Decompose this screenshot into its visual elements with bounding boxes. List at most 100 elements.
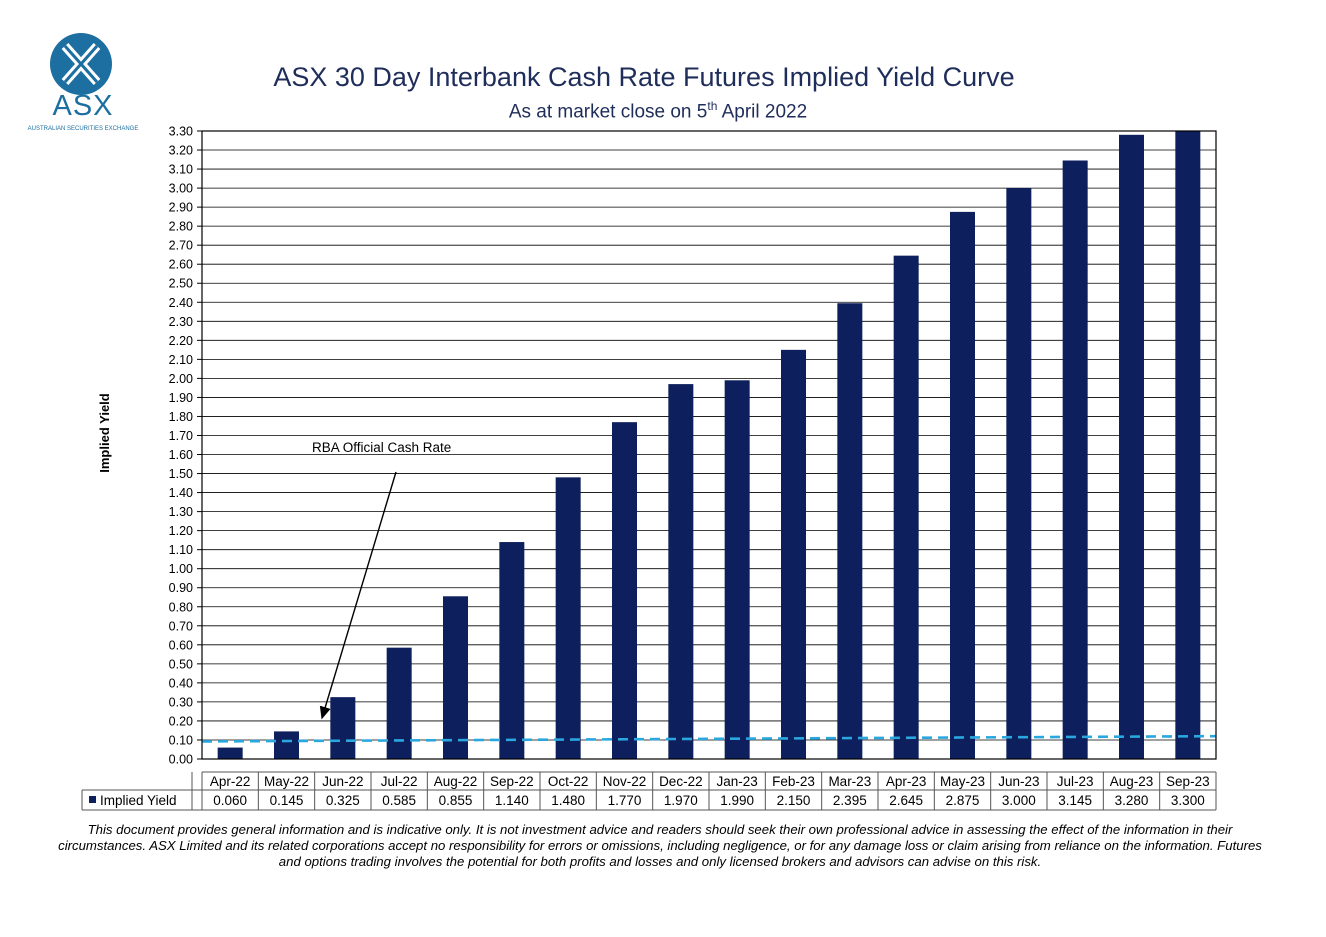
data-label: 2.150 — [777, 793, 811, 808]
y-tick-label: 0.70 — [169, 619, 193, 633]
y-tick-label: 1.60 — [169, 448, 193, 462]
x-tick-label: Feb-23 — [772, 774, 815, 789]
y-tick-label: 1.20 — [169, 524, 193, 538]
data-label: 1.140 — [495, 793, 529, 808]
x-tick-label: Oct-22 — [548, 774, 589, 789]
bar-feb-23 — [781, 349, 806, 759]
legend-label: Implied Yield — [100, 793, 177, 808]
y-tick-label: 0.60 — [169, 638, 193, 652]
annotation-arrow — [319, 471, 397, 720]
x-tick-label: Aug-23 — [1110, 774, 1154, 789]
subtitle-superscript: th — [707, 99, 718, 113]
y-tick-label: 0.90 — [169, 581, 193, 595]
bar-jul-22 — [386, 647, 412, 759]
data-label: 0.855 — [439, 793, 473, 808]
bar-dec-22 — [668, 384, 694, 759]
legend-swatch — [89, 796, 96, 803]
x-tick-label: Apr-22 — [210, 774, 251, 789]
y-tick-label: 1.90 — [169, 391, 193, 405]
y-tick-label: 1.30 — [169, 505, 193, 519]
disclaimer-text: This document provides general informati… — [58, 822, 1262, 869]
data-label: 2.645 — [889, 793, 923, 808]
data-label: 0.060 — [213, 793, 247, 808]
bar-oct-22 — [555, 477, 581, 759]
y-tick-label: 0.10 — [169, 733, 193, 747]
y-tick-label: 1.40 — [169, 486, 193, 500]
asx-logo-mark-icon — [50, 33, 112, 95]
y-tick-label: 1.10 — [169, 543, 193, 557]
asx-logo: ASX AUSTRALIAN SECURITIES EXCHANGE — [22, 32, 144, 136]
x-tick-label: Aug-22 — [434, 774, 478, 789]
asx-logo-subtitle: AUSTRALIAN SECURITIES EXCHANGE — [27, 126, 139, 132]
data-label: 3.000 — [1002, 793, 1036, 808]
bar-mar-23 — [837, 303, 863, 759]
y-tick-label: 0.50 — [169, 657, 193, 671]
y-tick-label: 2.80 — [169, 220, 193, 234]
y-tick-label: 1.00 — [169, 562, 193, 576]
subtitle-prefix: As at market close on 5 — [508, 101, 708, 123]
y-tick-label: 2.60 — [169, 258, 193, 272]
y-tick-label: 0.80 — [169, 600, 193, 614]
rba-cash-rate-line — [201, 734, 1217, 743]
bar-jun-23 — [1006, 188, 1032, 759]
chart-title: ASX 30 Day Interbank Cash Rate Futures I… — [273, 62, 1015, 92]
bar-jul-23 — [1062, 160, 1088, 760]
x-tick-label: Dec-22 — [659, 774, 703, 789]
bar-aug-22 — [443, 596, 468, 759]
y-tick-label: 2.90 — [169, 201, 193, 215]
y-tick-label: 0.30 — [169, 695, 193, 709]
data-label: 3.145 — [1058, 793, 1092, 808]
y-tick-label: 3.00 — [169, 182, 193, 196]
data-label: 1.770 — [608, 793, 642, 808]
y-axis-label: Implied Yield — [97, 393, 112, 473]
y-tick-label: 3.30 — [169, 125, 193, 139]
data-label: 1.990 — [720, 793, 754, 808]
bar-nov-22 — [612, 422, 637, 759]
bar-jun-22 — [330, 697, 356, 759]
x-tick-label: Mar-23 — [828, 774, 871, 789]
x-tick-label: May-22 — [264, 774, 309, 789]
chart-subtitle: As at market close on 5th April 2022 — [0, 99, 1316, 123]
x-tick-label: Nov-22 — [603, 774, 647, 789]
bar-may-23 — [950, 211, 975, 759]
y-tick-label: 0.00 — [169, 753, 193, 767]
asx-logo-wordmark: ASX — [52, 90, 114, 122]
data-label: 0.325 — [326, 793, 360, 808]
x-tick-label: Jun-23 — [998, 774, 1039, 789]
y-tick-label: 1.70 — [169, 429, 193, 443]
bar-sep-22 — [499, 542, 525, 759]
data-label: 0.585 — [382, 793, 416, 808]
data-label: 1.970 — [664, 793, 698, 808]
y-tick-label: 0.40 — [169, 676, 193, 690]
annotation-rba-official-cash-rate: RBA Official Cash Rate — [312, 440, 451, 455]
bar-aug-23 — [1119, 134, 1144, 760]
x-tick-label: Apr-23 — [886, 774, 927, 789]
data-label: 1.480 — [551, 793, 585, 808]
x-tick-label: Jul-22 — [381, 774, 418, 789]
y-tick-label: 2.50 — [169, 277, 193, 291]
y-tick-label: 0.20 — [169, 714, 193, 728]
x-tick-label: Jul-23 — [1057, 774, 1094, 789]
plot-frame — [201, 130, 1217, 760]
x-tick-label: Sep-23 — [1166, 774, 1210, 789]
data-label: 3.300 — [1171, 793, 1205, 808]
data-label: 2.395 — [833, 793, 867, 808]
y-tick-label: 2.10 — [169, 353, 193, 367]
bar-apr-22 — [217, 747, 243, 759]
data-label: 2.875 — [946, 793, 980, 808]
subtitle-suffix: April 2022 — [717, 101, 808, 123]
bar-apr-23 — [893, 255, 919, 759]
x-tick-label: Sep-22 — [490, 774, 534, 789]
y-tick-label: 2.20 — [169, 334, 193, 348]
y-tick-label: 3.10 — [169, 163, 193, 177]
y-tick-label: 2.30 — [169, 315, 193, 329]
y-tick-label: 2.40 — [169, 296, 193, 310]
x-tick-label: Jun-22 — [322, 774, 363, 789]
y-tick-label: 3.20 — [169, 144, 193, 158]
x-tick-label: Jan-23 — [717, 774, 758, 789]
y-tick-label: 2.70 — [169, 239, 193, 253]
data-label: 0.145 — [270, 793, 304, 808]
bar-sep-23 — [1175, 131, 1201, 759]
data-label: 3.280 — [1115, 793, 1149, 808]
